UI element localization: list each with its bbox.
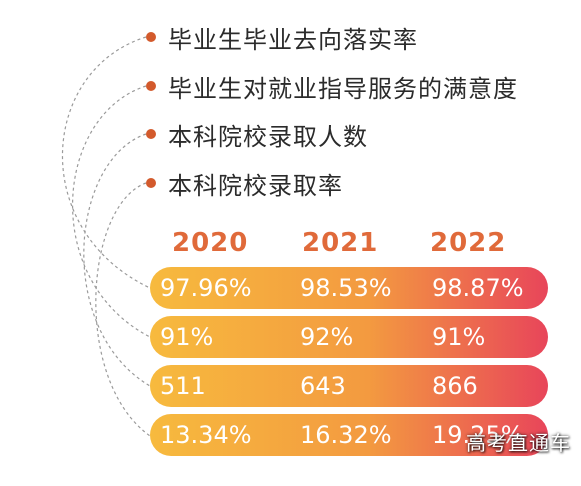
bullet-dot-icon — [146, 32, 156, 42]
legend-label: 毕业生对就业指导服务的满意度 — [168, 74, 518, 103]
cell-2021: 98.53% — [300, 274, 392, 302]
data-row-admission-count: 511 643 866 — [150, 365, 548, 407]
data-row-satisfaction: 91% 92% 91% — [150, 316, 548, 358]
watermark: 高考直通车 — [466, 431, 571, 455]
cell-2022: 98.87% — [432, 274, 524, 302]
year-header-2022: 2022 — [430, 228, 507, 258]
cell-2021: 92% — [300, 323, 354, 351]
connector-line-1 — [61, 36, 151, 289]
bullet-dot-icon — [146, 178, 156, 188]
bullet-dot-icon — [146, 81, 156, 91]
year-header-2020: 2020 — [172, 228, 249, 258]
legend-label: 本科院校录取率 — [168, 171, 343, 200]
connector-line-3 — [83, 133, 151, 387]
cell-2022: 866 — [432, 372, 478, 400]
legend-label: 本科院校录取人数 — [168, 122, 368, 151]
data-row-admission-rate: 13.34% 16.32% 19.25% — [150, 414, 548, 456]
legend-item-admission-rate: 本科院校录取率 — [146, 165, 343, 201]
legend-item-satisfaction: 毕业生对就业指导服务的满意度 — [146, 68, 518, 104]
year-header-2021: 2021 — [302, 228, 379, 258]
connector-line-2 — [72, 85, 151, 338]
legend-label: 毕业生毕业去向落实率 — [168, 25, 418, 54]
bullet-dot-icon — [146, 129, 156, 139]
cell-2021: 16.32% — [300, 421, 392, 449]
cell-2020: 97.96% — [160, 274, 252, 302]
cell-2020: 511 — [160, 372, 206, 400]
legend-item-placement-rate: 毕业生毕业去向落实率 — [146, 19, 418, 55]
cell-2022: 91% — [432, 323, 486, 351]
cell-2020: 13.34% — [160, 421, 252, 449]
data-row-placement-rate: 97.96% 98.53% 98.87% — [150, 267, 548, 309]
cell-2022: 19.25% — [432, 421, 524, 449]
cell-2021: 643 — [300, 372, 346, 400]
cell-2020: 91% — [160, 323, 214, 351]
connector-line-4 — [95, 182, 151, 437]
legend-item-admission-count: 本科院校录取人数 — [146, 116, 368, 152]
